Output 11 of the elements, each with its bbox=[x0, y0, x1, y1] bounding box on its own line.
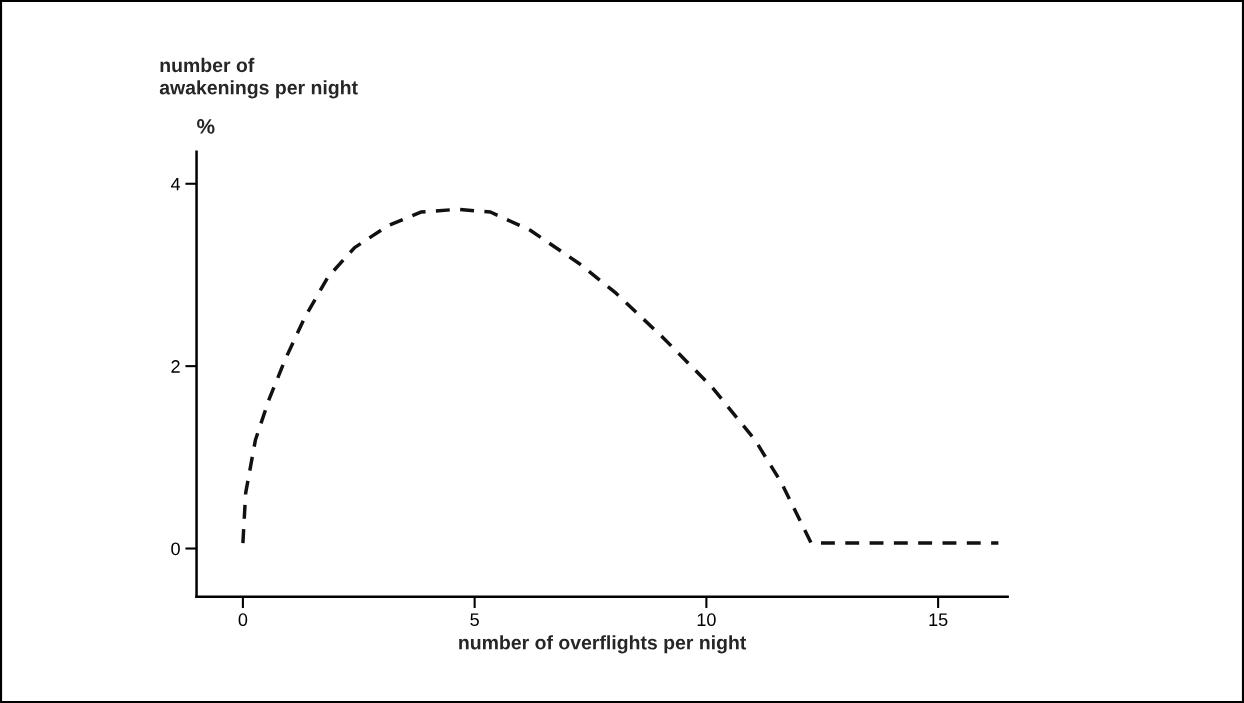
x-tick-label: 0 bbox=[238, 613, 248, 627]
x-tick-label: 10 bbox=[697, 613, 716, 627]
y-tick-label: 4 bbox=[170, 177, 181, 191]
y-tick-label: 2 bbox=[171, 360, 180, 373]
text: % bbox=[197, 119, 215, 134]
x-tick-label: 15 bbox=[929, 613, 948, 627]
x-axis-title: number of overflights per night bbox=[459, 635, 747, 654]
y-tick-label: 0 bbox=[171, 542, 180, 556]
x-tick-label: 5 bbox=[470, 613, 479, 627]
y-axis-title: number of awakenings per night bbox=[159, 57, 358, 99]
line-series bbox=[241, 207, 1001, 545]
